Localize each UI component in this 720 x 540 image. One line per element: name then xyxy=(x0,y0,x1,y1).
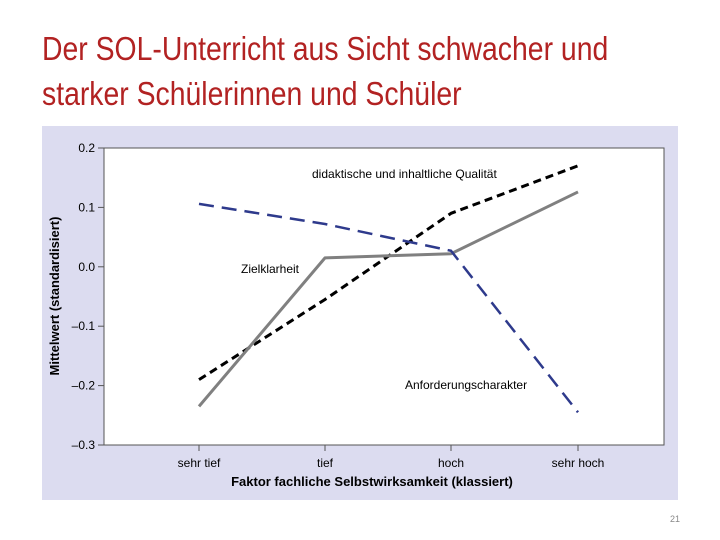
anforderung-line xyxy=(198,202,579,414)
y-axis-title: Mittelwert (standardisiert) xyxy=(47,217,62,376)
zielklarheit-label: Zielklarheit xyxy=(241,262,300,276)
x-tick-label: sehr hoch xyxy=(552,456,605,470)
slide-title-line-1: Der SOL-Unterricht aus Sicht schwacher u… xyxy=(42,30,609,67)
slide-title: Der SOL-Unterricht aus Sicht schwacher u… xyxy=(42,26,609,116)
series-lines xyxy=(197,164,579,414)
y-tick-label: –0.1 xyxy=(72,319,96,333)
line-chart: 0.20.10.0–0.1–0.2–0.3 sehr tief tief hoch s… xyxy=(47,141,665,489)
plot-area xyxy=(103,147,665,446)
y-tick-label: –0.2 xyxy=(72,379,96,393)
x-tick-label: hoch xyxy=(438,456,464,470)
series-labels: didaktische und inhaltliche Qualität Ziel… xyxy=(241,167,527,392)
anforderung-label: Anforderungscharakter xyxy=(405,378,527,392)
y-tick-label: 0.2 xyxy=(78,141,95,155)
chart-panel: 0.2 0.1 0.0 –0.1 –0.2 –0.3 sehr tief tief hoch s… xyxy=(42,126,678,500)
didaktik-label: didaktische und inhaltliche Qualität xyxy=(312,167,497,181)
x-axis-title: Faktor fachliche Selbstwirksamkeit (klas… xyxy=(231,474,513,489)
x-tick-label: sehr tief xyxy=(178,456,221,470)
slide-title-line-2: starker Schülerinnen und Schüler xyxy=(42,75,462,112)
page-number: 21 xyxy=(669,514,680,524)
y-tick-label: –0.3 xyxy=(72,438,96,452)
zielklarheit-line xyxy=(197,190,579,408)
y-tick-label: 0.0 xyxy=(78,260,95,274)
y-axis: 0.2 0.1 0.0 –0.1 –0.2 –0.3 xyxy=(72,141,104,452)
x-axis: sehr tief tief hoch sehr hoch xyxy=(178,445,605,470)
x-tick-label: tief xyxy=(317,456,334,470)
y-tick-label: 0.1 xyxy=(78,200,95,214)
